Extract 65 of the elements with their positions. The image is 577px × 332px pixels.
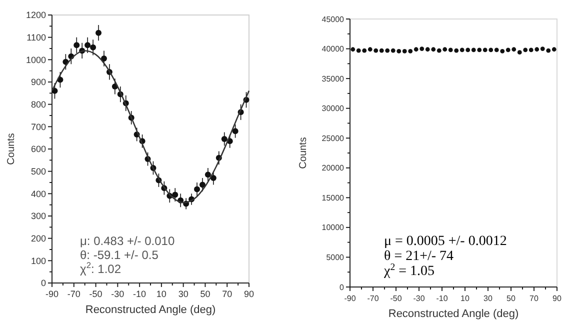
y-tick-label: 30000 — [322, 104, 345, 114]
x-tick-label: -90 — [45, 289, 59, 299]
point — [204, 172, 211, 178]
y-tick-label: 45000 — [322, 14, 345, 24]
annotation: θ = 21+/- 74 — [384, 249, 454, 264]
x-tick-label: 50 — [200, 289, 210, 299]
point — [232, 128, 238, 134]
y-tick-label: 600 — [30, 144, 46, 154]
y-axis-title: Counts — [298, 137, 309, 169]
annotation: μ: 0.483 +/- 0.010 — [80, 234, 175, 248]
x-tick-label: -10 — [436, 294, 448, 303]
x-tick-label: -70 — [67, 289, 80, 299]
point — [100, 56, 107, 62]
point — [84, 42, 91, 48]
y-tick-label: 15000 — [322, 193, 345, 202]
y-tick-label: 800 — [30, 99, 46, 110]
x-tick-label: -50 — [390, 294, 402, 303]
y-tick-label: 1200 — [26, 10, 46, 20]
x-tick-label: -30 — [413, 294, 426, 303]
y-tick-label: 100 — [30, 256, 46, 266]
annotation: χ$^{2}$: 1.02 — [80, 260, 122, 276]
y-tick-label: 5000 — [326, 253, 345, 262]
x-tick-label: -50 — [89, 289, 102, 299]
point — [90, 44, 96, 50]
x-tick-label: -90 — [344, 294, 356, 303]
annotation: χ$^{2}$ = 1.05 — [383, 262, 435, 279]
x-axis-title: Reconstructed Angle (deg) — [388, 308, 519, 320]
point — [194, 186, 200, 192]
point — [74, 42, 80, 48]
x-tick-label: -10 — [133, 289, 146, 299]
x-tick-label: 90 — [552, 294, 562, 303]
y-tick-label: 40000 — [322, 44, 345, 54]
x-tick-label: 50 — [506, 294, 516, 303]
y-axis-title: Counts — [6, 133, 17, 165]
y-tick-label: 1000 — [26, 54, 46, 65]
y-tick-label: 10000 — [322, 223, 345, 232]
point — [172, 192, 178, 198]
point — [210, 175, 216, 182]
y-tick-label: 1100 — [26, 32, 46, 42]
x-tick-label: 90 — [244, 289, 254, 299]
point — [199, 182, 206, 188]
x-tick-label: 70 — [530, 294, 539, 303]
annotation: μ = 0.0005 +/- 0.0012 — [384, 234, 507, 249]
x-tick-label: 30 — [484, 294, 493, 303]
y-tick-label: 0 — [340, 282, 345, 292]
y-tick-label: 900 — [30, 77, 46, 88]
point — [96, 30, 102, 36]
y-tick-label: 20000 — [322, 164, 345, 173]
y-tick-label: 35000 — [322, 74, 345, 84]
y-tick-label: 25000 — [322, 134, 345, 143]
x-tick-label: -70 — [367, 294, 380, 303]
y-tick-label: 300 — [30, 211, 46, 222]
x-tick-label: 70 — [222, 289, 232, 299]
x-tick-label: -30 — [111, 289, 124, 299]
y-tick-label: 400 — [30, 188, 46, 199]
y-tick-label: 500 — [30, 166, 46, 176]
point — [221, 136, 228, 142]
y-tick-label: 200 — [30, 233, 46, 244]
x-tick-label: 30 — [178, 289, 188, 299]
x-tick-label: 10 — [156, 289, 166, 299]
x-axis-title: Reconstructed Angle (deg) — [85, 304, 216, 316]
y-tick-label: 0 — [40, 278, 46, 288]
y-tick-label: 700 — [30, 122, 46, 132]
annotation: θ: -59.1 +/- 0.5 — [80, 248, 159, 262]
x-tick-label: 10 — [460, 294, 470, 303]
